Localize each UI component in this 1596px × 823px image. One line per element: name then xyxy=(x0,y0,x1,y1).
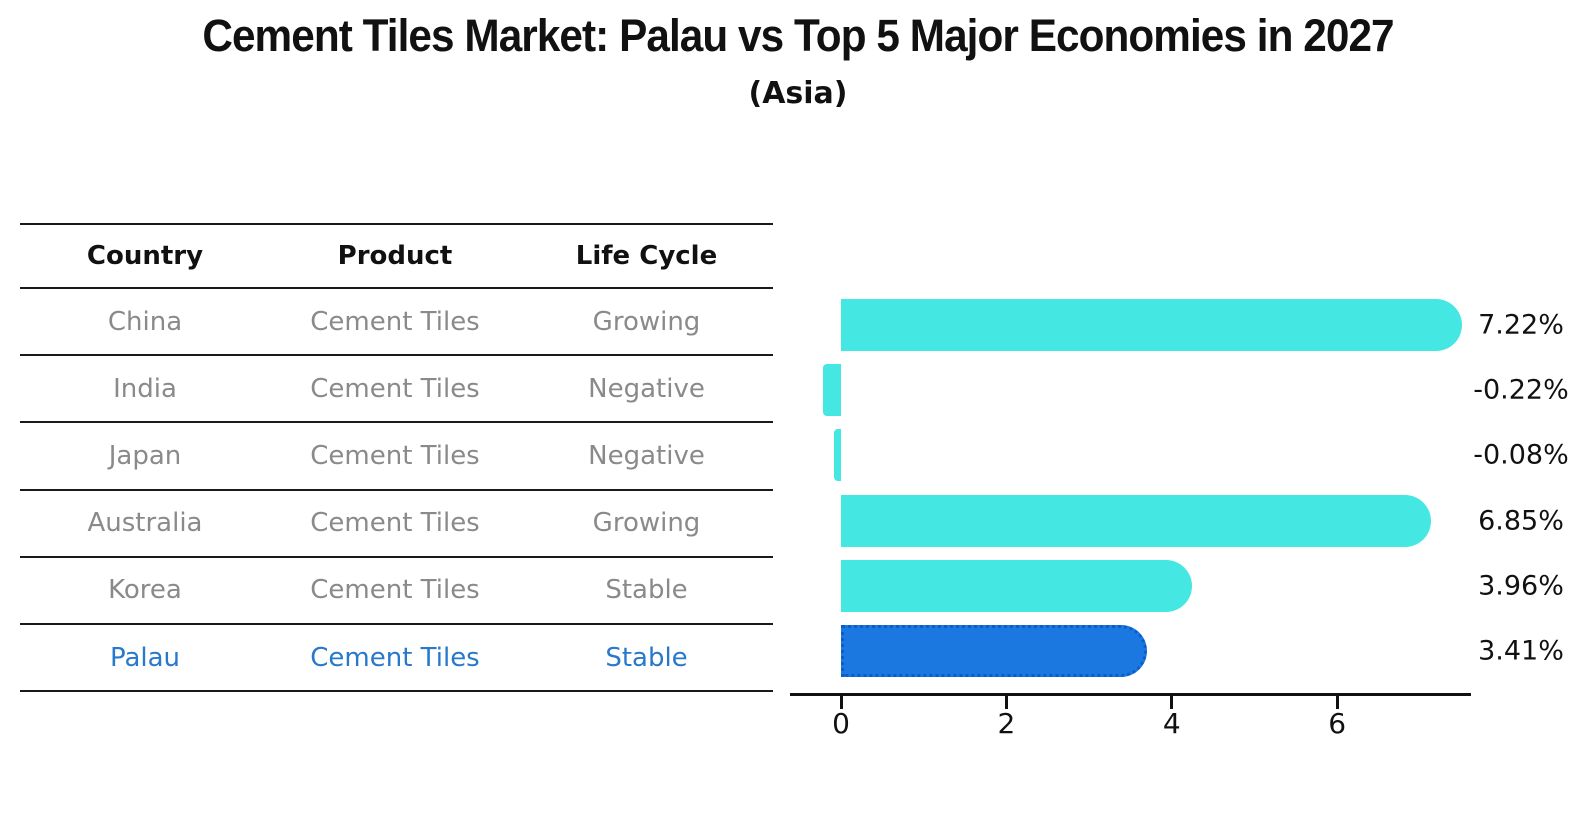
chart-subtitle: (Asia) xyxy=(748,76,848,111)
country-cell: China xyxy=(107,306,183,337)
life-cycle-cell: Stable xyxy=(605,575,688,606)
table-body: China Cement Tiles Growing India Cement … xyxy=(20,289,773,693)
table-row: Korea Cement Tiles Stable xyxy=(20,558,773,625)
bar-palau xyxy=(841,625,1147,677)
bar-korea xyxy=(841,559,1193,612)
x-axis-tick-label: 0 xyxy=(832,707,850,740)
column-header-product: Product xyxy=(337,241,453,271)
x-axis-tick xyxy=(1004,695,1008,709)
life-cycle-cell: Growing xyxy=(592,508,701,539)
product-cell: Cement Tiles xyxy=(310,575,480,606)
bar-value-label: -0.08% xyxy=(1473,439,1569,471)
x-axis-tick-label: 4 xyxy=(1162,707,1181,740)
table-header-row: Country Product Life Cycle xyxy=(20,223,773,289)
life-cycle-cell: Negative xyxy=(588,440,705,471)
bar-value-label: 3.41% xyxy=(1478,635,1564,667)
table-row: India Cement Tiles Negative xyxy=(20,356,773,424)
life-cycle-cell: Growing xyxy=(592,306,701,337)
product-cell: Cement Tiles xyxy=(310,373,480,404)
x-axis-tick xyxy=(1170,695,1174,709)
country-cell: Australia xyxy=(87,508,203,539)
product-cell: Cement Tiles xyxy=(310,306,480,337)
column-header-country: Country xyxy=(86,241,204,271)
life-cycle-cell: Negative xyxy=(588,373,705,404)
table-row: Japan Cement Tiles Negative xyxy=(20,423,773,491)
life-cycle-cell: Stable xyxy=(605,642,688,673)
x-axis-line xyxy=(790,692,1471,696)
chart-title: Cement Tiles Market: Palau vs Top 5 Majo… xyxy=(202,10,1394,61)
bar-value-label: 3.96% xyxy=(1478,570,1564,602)
bar-china xyxy=(841,299,1463,351)
product-cell: Cement Tiles xyxy=(310,508,480,539)
comparison-table: Country Product Life Cycle China Cement … xyxy=(20,223,773,693)
bar-australia xyxy=(841,494,1432,547)
table-row: Palau Cement Tiles Stable xyxy=(20,625,773,693)
x-axis-tick-label: 2 xyxy=(997,707,1016,740)
x-axis-tick xyxy=(839,695,843,709)
bar-value-label: 7.22% xyxy=(1478,309,1564,341)
country-cell: Palau xyxy=(109,642,181,673)
country-cell: Korea xyxy=(108,575,182,606)
table-row: China Cement Tiles Growing xyxy=(20,289,773,357)
country-cell: Japan xyxy=(108,440,182,471)
country-cell: India xyxy=(113,373,177,404)
product-cell: Cement Tiles xyxy=(310,642,480,673)
table-row: Australia Cement Tiles Growing xyxy=(20,491,773,558)
bar-value-label: -0.22% xyxy=(1473,374,1569,406)
product-cell: Cement Tiles xyxy=(310,440,480,471)
bar-value-label: 6.85% xyxy=(1478,505,1564,537)
x-axis-tick-label: 6 xyxy=(1328,707,1347,740)
bar-japan xyxy=(834,429,841,482)
bar-india xyxy=(822,364,841,417)
x-axis-tick xyxy=(1335,695,1339,709)
column-header-life-cycle: Life Cycle xyxy=(575,241,718,271)
